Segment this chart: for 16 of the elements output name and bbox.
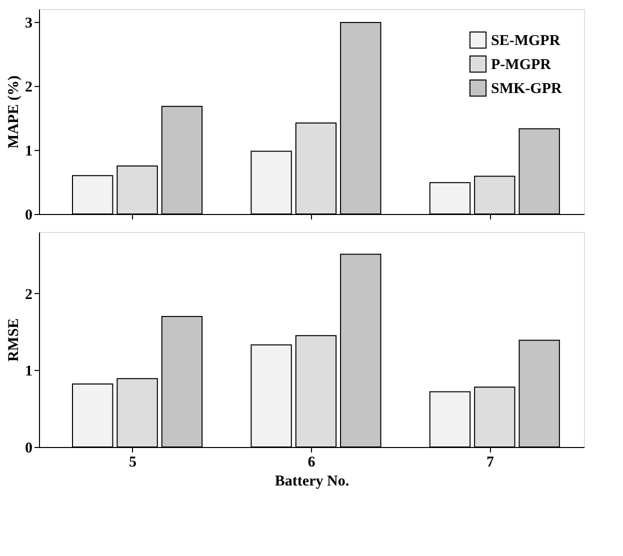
y-tick-label: 2 xyxy=(25,286,32,303)
y-tick-label: 0 xyxy=(25,440,32,456)
legend-label: SMK-GPR xyxy=(491,81,562,97)
y-tick-label: 2 xyxy=(25,79,32,96)
x-tick-label: 6 xyxy=(308,454,316,470)
x-axis-title: Battery No. xyxy=(274,474,350,490)
legend-label: SE-MGPR xyxy=(491,33,560,49)
y-tick-label: 1 xyxy=(25,364,32,380)
y-axis-title: RMSE xyxy=(6,318,22,362)
y-tick-label: 3 xyxy=(25,15,32,32)
legend-label: P-MGPR xyxy=(491,57,552,73)
y-axis-title: MAPE (%) xyxy=(6,76,22,148)
x-tick-label: 7 xyxy=(486,454,494,470)
x-tick-label: 5 xyxy=(129,454,137,470)
y-tick-label: 0 xyxy=(25,208,32,224)
y-tick-label: 1 xyxy=(25,143,32,160)
